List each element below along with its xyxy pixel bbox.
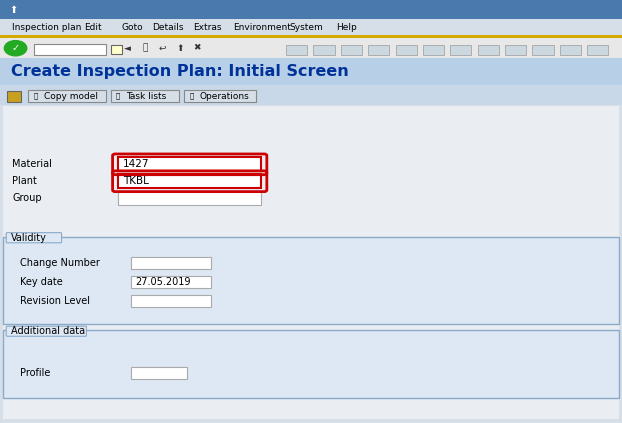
Bar: [478, 45, 499, 55]
Bar: [0, 38, 622, 58]
Text: System: System: [289, 23, 323, 33]
Text: Key date: Key date: [20, 277, 63, 287]
Bar: [118, 174, 261, 188]
Text: ◄: ◄: [124, 44, 131, 53]
Bar: [0, 0, 622, 19]
Bar: [423, 45, 444, 55]
Bar: [131, 257, 211, 269]
Text: Material: Material: [12, 159, 52, 169]
Text: Inspection plan: Inspection plan: [12, 23, 82, 33]
Text: Revision Level: Revision Level: [20, 296, 90, 306]
Text: Task lists: Task lists: [126, 91, 167, 101]
Text: Edit: Edit: [84, 23, 101, 33]
Text: Goto: Goto: [121, 23, 143, 33]
Bar: [131, 276, 211, 288]
Text: 👤: 👤: [116, 93, 120, 99]
Text: ✓: ✓: [11, 43, 20, 53]
Bar: [0, 85, 622, 105]
Bar: [0, 58, 622, 85]
Bar: [0, 35, 622, 38]
Text: Additional data: Additional data: [11, 326, 85, 336]
Text: 👤: 👤: [190, 93, 193, 99]
Text: 1427: 1427: [123, 159, 150, 169]
Circle shape: [4, 41, 27, 56]
Bar: [587, 45, 608, 55]
Text: ⬆: ⬆: [176, 44, 183, 53]
Text: Extras: Extras: [193, 23, 221, 33]
Text: Plant: Plant: [12, 176, 37, 186]
Bar: [532, 45, 554, 55]
Text: ⬆: ⬆: [9, 5, 17, 15]
Bar: [313, 45, 335, 55]
Text: Profile: Profile: [20, 368, 50, 378]
Text: 👤: 👤: [34, 93, 37, 99]
FancyBboxPatch shape: [6, 233, 62, 243]
Bar: [0, 19, 622, 35]
Bar: [184, 90, 256, 102]
Text: Create Inspection Plan: Initial Screen: Create Inspection Plan: Initial Screen: [11, 64, 349, 79]
Text: Details: Details: [152, 23, 184, 33]
Bar: [111, 90, 179, 102]
Bar: [341, 45, 362, 55]
Text: Environment: Environment: [233, 23, 291, 33]
Text: ✖: ✖: [193, 44, 201, 53]
Text: Change Number: Change Number: [20, 258, 100, 268]
Bar: [3, 237, 619, 324]
Bar: [131, 295, 211, 307]
Text: Copy model: Copy model: [44, 91, 98, 101]
Text: 27.05.2019: 27.05.2019: [135, 277, 190, 287]
Bar: [111, 45, 122, 54]
FancyBboxPatch shape: [6, 326, 86, 336]
Bar: [286, 45, 307, 55]
Bar: [3, 330, 619, 398]
Text: TKBL: TKBL: [123, 176, 149, 186]
Text: Help: Help: [336, 23, 356, 33]
Bar: [28, 90, 106, 102]
Text: Group: Group: [12, 193, 42, 203]
Text: ↩: ↩: [159, 44, 166, 53]
Bar: [368, 45, 389, 55]
Bar: [131, 367, 187, 379]
Bar: [505, 45, 526, 55]
Bar: [560, 45, 581, 55]
Bar: [7, 91, 21, 102]
Bar: [396, 45, 417, 55]
Text: Validity: Validity: [11, 233, 47, 243]
Text: 💾: 💾: [142, 44, 147, 53]
Bar: [450, 45, 471, 55]
Bar: [34, 44, 106, 55]
Bar: [118, 191, 261, 205]
Text: Operations: Operations: [200, 91, 249, 101]
Bar: [3, 106, 619, 419]
Bar: [118, 157, 261, 171]
